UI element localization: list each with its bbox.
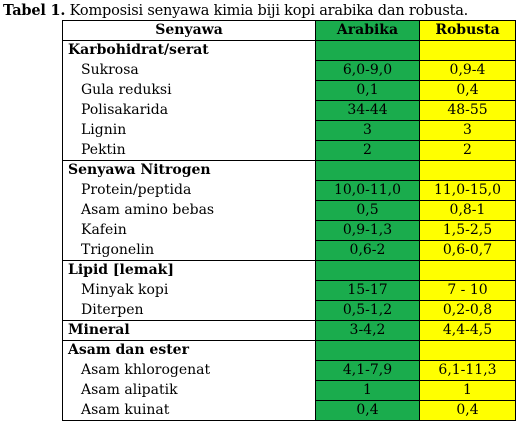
table-row: Sukrosa 6,0-9,0 0,9-4: [62, 60, 516, 81]
compound-name: Asam alipatik: [62, 380, 316, 401]
header-arabika: Arabika: [315, 20, 420, 41]
arabika-value: 3: [315, 120, 420, 141]
robusta-value: [419, 40, 516, 61]
robusta-value: [419, 160, 516, 181]
table-row: Trigonelin 0,6-2 0,6-0,7: [62, 240, 516, 261]
caption-label: Tabel 1.: [3, 2, 66, 19]
robusta-value: [419, 340, 516, 361]
compound-name: Pektin: [62, 140, 316, 161]
table-body: Karbohidrat/serat Sukrosa 6,0-9,0 0,9-4 Gula…: [62, 40, 516, 421]
table-row: Asam kuinat 0,4 0,4: [62, 400, 516, 421]
arabika-value: 0,9-1,3: [315, 220, 420, 241]
robusta-value: 0,9-4: [419, 60, 516, 81]
robusta-value: 3: [419, 120, 516, 141]
robusta-value: 0,2-0,8: [419, 300, 516, 321]
compound-name: Protein/peptida: [62, 180, 316, 201]
table-row: Polisakarida 34-44 48-55: [62, 100, 516, 121]
robusta-value: 11,0-15,0: [419, 180, 516, 201]
caption-text: Komposisi senyawa kimia biji kopi arabik…: [65, 3, 469, 19]
arabika-value: 10,0-11,0: [315, 180, 420, 201]
arabika-value: 3-4,2: [315, 320, 420, 341]
compound-name: Polisakarida: [62, 100, 316, 121]
table-row: Lignin 3 3: [62, 120, 516, 141]
category-row: Karbohidrat/serat: [62, 40, 516, 61]
table-row: Gula reduksi 0,1 0,4: [62, 80, 516, 101]
composition-table: Senyawa Arabika Robusta Karbohidrat/sera…: [62, 20, 516, 421]
arabika-value: 4,1-7,9: [315, 360, 420, 381]
arabika-value: 0,1: [315, 80, 420, 101]
robusta-value: 0,4: [419, 400, 516, 421]
arabika-value: [315, 340, 420, 361]
arabika-value: 6,0-9,0: [315, 60, 420, 81]
robusta-value: 1,5-2,5: [419, 220, 516, 241]
robusta-value: 6,1-11,3: [419, 360, 516, 381]
robusta-value: [419, 260, 516, 281]
arabika-value: 0,4: [315, 400, 420, 421]
arabika-value: [315, 40, 420, 61]
table-row: Protein/peptida 10,0-11,0 11,0-15,0: [62, 180, 516, 201]
arabika-value: 0,5: [315, 200, 420, 221]
arabika-value: [315, 260, 420, 281]
compound-name: Asam khlorogenat: [62, 360, 316, 381]
category-name: Mineral: [62, 320, 316, 341]
compound-name: Trigonelin: [62, 240, 316, 261]
robusta-value: 1: [419, 380, 516, 401]
robusta-value: 0,4: [419, 80, 516, 101]
table-row: Pektin 2 2: [62, 140, 516, 161]
header-robusta: Robusta: [419, 20, 516, 41]
category-name: Lipid [lemak]: [62, 260, 316, 281]
category-name: Senyawa Nitrogen: [62, 160, 316, 181]
table-row: Diterpen 0,5-1,2 0,2-0,8: [62, 300, 516, 321]
robusta-value: 4,4-4,5: [419, 320, 516, 341]
category-row: Senyawa Nitrogen: [62, 160, 516, 181]
arabika-value: 0,6-2: [315, 240, 420, 261]
arabika-value: 2: [315, 140, 420, 161]
header-senyawa: Senyawa: [62, 20, 316, 41]
table-caption: Tabel 1. Komposisi senyawa kimia biji ko…: [3, 2, 468, 19]
robusta-value: 0,8-1: [419, 200, 516, 221]
compound-name: Minyak kopi: [62, 280, 316, 301]
table-header-row: Senyawa Arabika Robusta: [62, 20, 516, 41]
robusta-value: 0,6-0,7: [419, 240, 516, 261]
compound-name: Asam kuinat: [62, 400, 316, 421]
arabika-value: 34-44: [315, 100, 420, 121]
table-row: Minyak kopi 15-17 7 - 10: [62, 280, 516, 301]
category-row: Lipid [lemak]: [62, 260, 516, 281]
robusta-value: 48-55: [419, 100, 516, 121]
compound-name: Diterpen: [62, 300, 316, 321]
category-name: Karbohidrat/serat: [62, 40, 316, 61]
table-row: Asam alipatik 1 1: [62, 380, 516, 401]
robusta-value: 7 - 10: [419, 280, 516, 301]
compound-name: Sukrosa: [62, 60, 316, 81]
arabika-value: 15-17: [315, 280, 420, 301]
compound-name: Gula reduksi: [62, 80, 316, 101]
category-name: Asam dan ester: [62, 340, 316, 361]
compound-name: Asam amino bebas: [62, 200, 316, 221]
compound-name: Kafein: [62, 220, 316, 241]
arabika-value: 0,5-1,2: [315, 300, 420, 321]
category-row: Mineral 3-4,2 4,4-4,5: [62, 320, 516, 341]
arabika-value: [315, 160, 420, 181]
compound-name: Lignin: [62, 120, 316, 141]
table-row: Asam khlorogenat 4,1-7,9 6,1-11,3: [62, 360, 516, 381]
category-row: Asam dan ester: [62, 340, 516, 361]
table-row: Asam amino bebas 0,5 0,8-1: [62, 200, 516, 221]
arabika-value: 1: [315, 380, 420, 401]
robusta-value: 2: [419, 140, 516, 161]
table-row: Kafein 0,9-1,3 1,5-2,5: [62, 220, 516, 241]
